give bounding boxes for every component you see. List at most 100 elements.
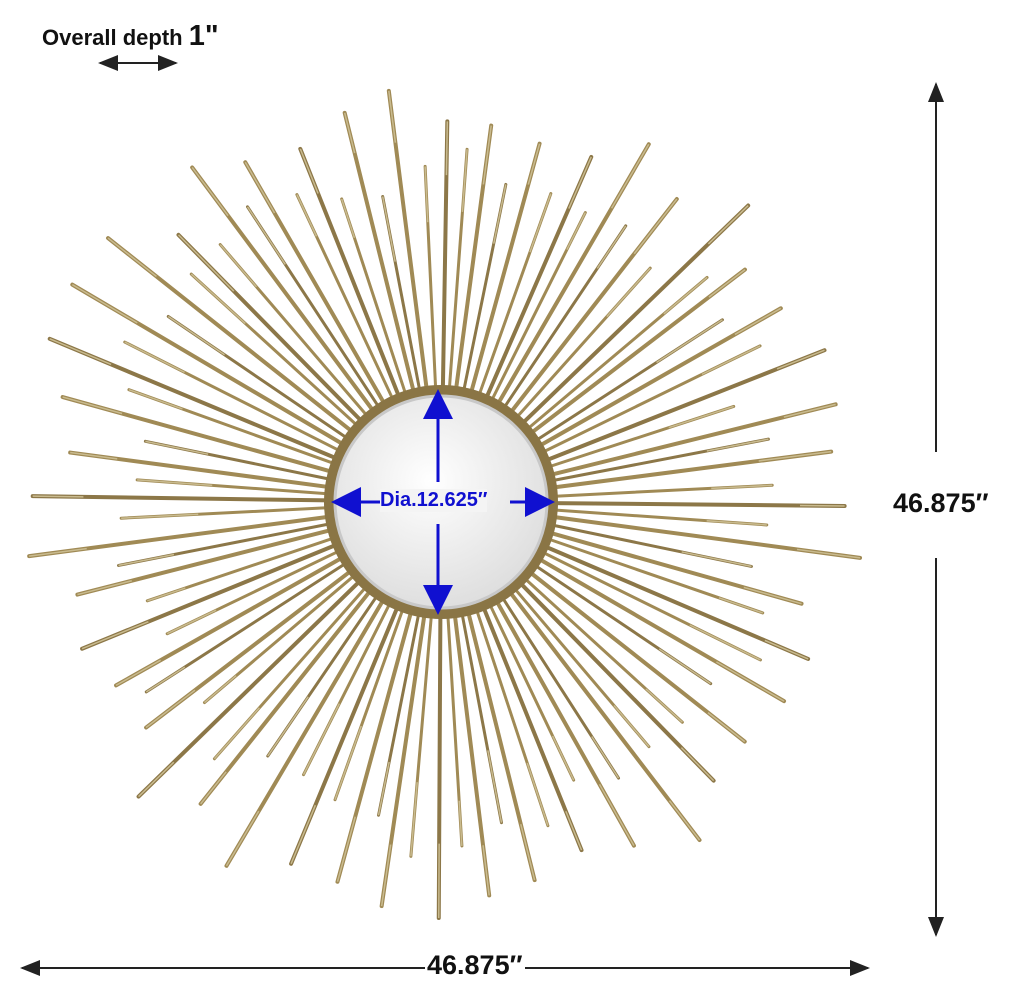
ray-highlight bbox=[128, 389, 183, 410]
ray-highlight bbox=[758, 450, 832, 462]
ray-highlight bbox=[633, 198, 678, 255]
ray-highlight bbox=[707, 205, 749, 245]
ray bbox=[517, 580, 716, 783]
ray-highlight bbox=[145, 689, 196, 729]
ray-highlight bbox=[613, 705, 650, 748]
ray-highlight bbox=[219, 244, 258, 288]
ray-highlight bbox=[340, 198, 356, 239]
ray-highlight bbox=[482, 845, 490, 896]
ray-highlight bbox=[77, 579, 133, 596]
ray-highlight bbox=[598, 783, 635, 847]
ray-highlight bbox=[302, 703, 341, 776]
ray-highlight bbox=[551, 735, 575, 781]
ray-highlight bbox=[267, 696, 309, 757]
ray bbox=[507, 588, 702, 843]
ray bbox=[198, 587, 374, 806]
ray-highlight bbox=[299, 148, 319, 194]
ray-highlight bbox=[527, 143, 541, 185]
ray-highlight bbox=[718, 597, 763, 614]
ray-highlight bbox=[124, 341, 185, 374]
ray-highlight bbox=[596, 225, 627, 269]
ray-highlight bbox=[137, 479, 213, 487]
ray-highlight bbox=[656, 319, 723, 364]
ray-highlight bbox=[706, 438, 769, 452]
ray-highlight bbox=[49, 338, 112, 366]
ray-highlight bbox=[568, 156, 592, 209]
ray-highlight bbox=[526, 762, 549, 826]
ray-highlight bbox=[380, 844, 392, 907]
ray-highlight bbox=[244, 161, 276, 214]
ray bbox=[468, 141, 542, 397]
ray-highlight bbox=[145, 666, 186, 693]
sunburst-rays bbox=[27, 88, 863, 920]
ray-highlight bbox=[776, 349, 825, 370]
depth-text: Overall depth bbox=[42, 25, 183, 50]
ray-highlight bbox=[190, 273, 246, 324]
ray-highlight bbox=[764, 639, 809, 660]
ray-highlight bbox=[487, 750, 503, 823]
ray-highlight bbox=[71, 283, 138, 324]
ray-highlight bbox=[121, 513, 199, 519]
ray-highlight bbox=[663, 276, 708, 315]
ray-highlight bbox=[461, 149, 468, 212]
ray-highlight bbox=[645, 688, 683, 723]
ray-highlight bbox=[381, 196, 396, 262]
ray-highlight bbox=[290, 804, 317, 865]
ray-highlight bbox=[336, 816, 356, 882]
ray-highlight bbox=[191, 166, 229, 217]
ray-highlight bbox=[29, 547, 87, 557]
ray-highlight bbox=[388, 90, 397, 143]
ray bbox=[480, 603, 584, 853]
ray-highlight bbox=[410, 782, 418, 857]
ray-highlight bbox=[32, 495, 84, 498]
ray-highlight bbox=[246, 206, 286, 265]
ray-highlight bbox=[668, 800, 701, 841]
ray-highlight bbox=[177, 234, 235, 292]
ray-highlight bbox=[658, 648, 712, 685]
ray bbox=[342, 110, 417, 396]
ray-highlight bbox=[147, 587, 186, 602]
mirror-diameter-label: Dia.12.625″ bbox=[380, 489, 488, 512]
ray-highlight bbox=[166, 609, 217, 635]
ray-highlight bbox=[520, 824, 536, 881]
ray-highlight bbox=[606, 267, 651, 318]
ray-highlight bbox=[565, 810, 583, 851]
ray-highlight bbox=[138, 761, 175, 798]
depth-value: 1" bbox=[188, 20, 219, 52]
ray-highlight bbox=[424, 166, 429, 223]
ray-highlight bbox=[668, 405, 734, 429]
ray-highlight bbox=[482, 125, 492, 185]
ray-highlight bbox=[62, 396, 123, 415]
ray-highlight bbox=[681, 551, 752, 568]
ray-highlight bbox=[81, 620, 149, 650]
ray-highlight bbox=[70, 451, 118, 460]
ray-highlight bbox=[200, 771, 227, 805]
ray-highlight bbox=[680, 747, 715, 782]
ray-highlight bbox=[743, 586, 802, 605]
ray-highlight bbox=[118, 553, 175, 567]
ray-highlight bbox=[115, 659, 161, 687]
ray-highlight bbox=[708, 268, 746, 298]
ray-highlight bbox=[783, 403, 836, 418]
ray-highlight bbox=[203, 675, 237, 704]
ray-highlight bbox=[145, 440, 209, 455]
ray-highlight bbox=[225, 810, 260, 867]
ray-highlight bbox=[167, 315, 226, 356]
ray-highlight bbox=[107, 237, 157, 278]
ray-highlight bbox=[296, 194, 318, 237]
ray-highlight bbox=[529, 193, 552, 253]
ray-highlight bbox=[458, 800, 463, 846]
ray-highlight bbox=[706, 519, 767, 526]
ray-highlight bbox=[343, 112, 356, 154]
ray-highlight bbox=[591, 736, 620, 779]
ray-highlight bbox=[445, 121, 449, 176]
ray bbox=[550, 501, 847, 508]
overall-depth-label: Overall depth 1" bbox=[42, 20, 219, 53]
width-dimension: 46.875″ bbox=[425, 950, 525, 981]
ray-highlight bbox=[689, 624, 761, 661]
ray bbox=[541, 544, 811, 661]
ray-highlight bbox=[707, 712, 746, 743]
ray bbox=[136, 578, 363, 799]
ray-highlight bbox=[493, 184, 507, 244]
